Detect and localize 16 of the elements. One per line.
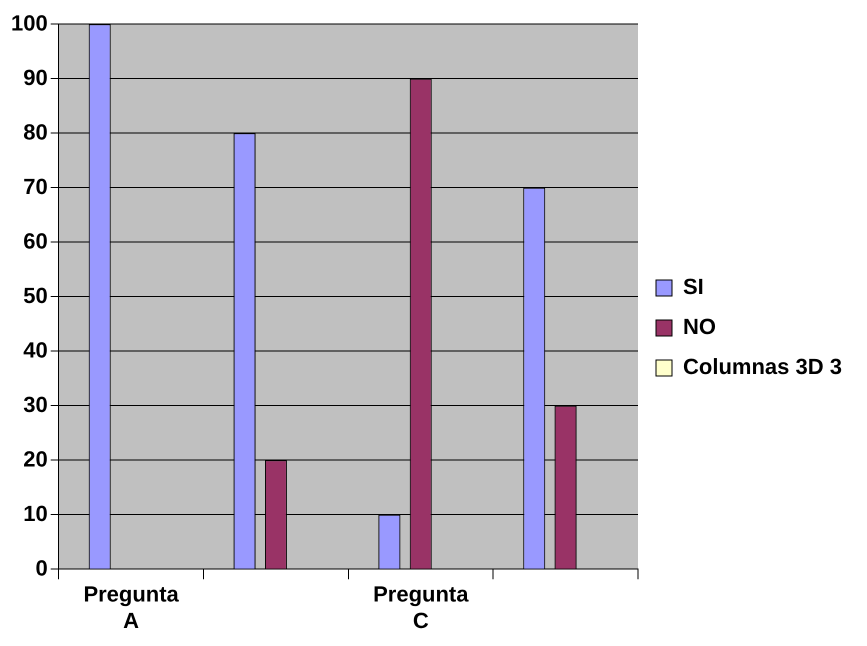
y-tick-label: 60 <box>23 228 48 254</box>
y-tick-label: 30 <box>23 392 48 417</box>
legend-label: SI <box>683 274 704 300</box>
y-tick-label: 80 <box>23 119 48 144</box>
y-tick-label: 0 <box>35 555 48 580</box>
legend-label: NO <box>683 314 716 340</box>
y-tick-label: 50 <box>23 282 48 308</box>
y-tick-label: 20 <box>23 446 48 472</box>
legend-label: Columnas 3D 3 <box>683 354 842 380</box>
y-tick-label: 100 <box>10 10 48 36</box>
y-tick-label: 70 <box>23 174 48 199</box>
x-tick-label: Pregunta C <box>373 581 470 633</box>
x-tick-label: Pregunta A <box>83 581 180 633</box>
y-tick-label: 40 <box>23 337 48 362</box>
y-tick-label: 90 <box>23 64 48 90</box>
y-tick-label: 10 <box>23 500 48 526</box>
